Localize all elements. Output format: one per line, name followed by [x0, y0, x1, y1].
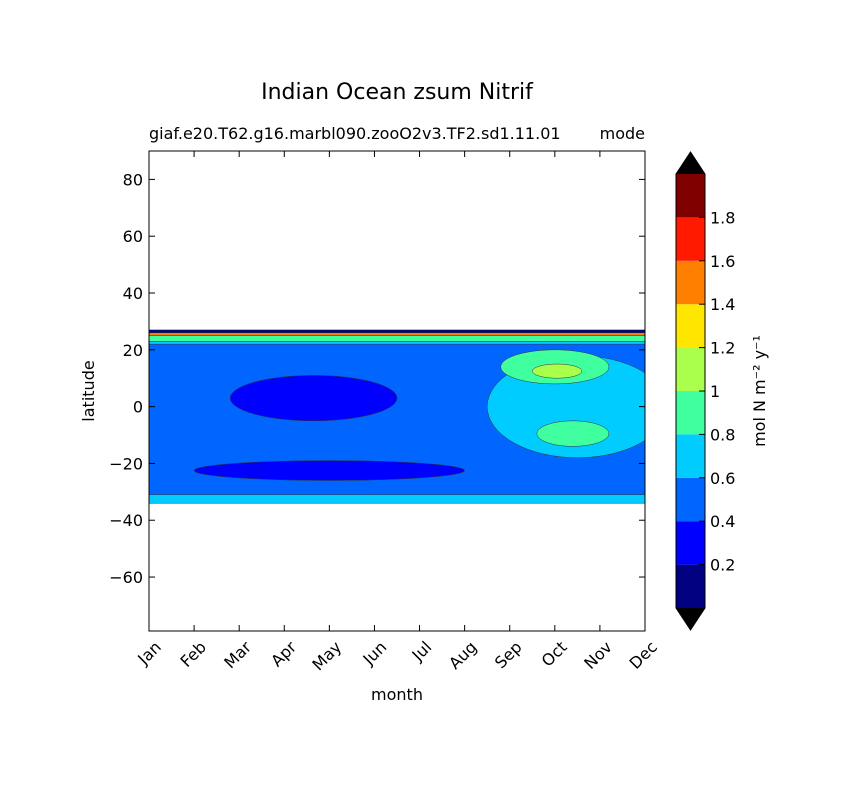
y-axis-label: latitude	[79, 360, 98, 421]
colorbar-tick-label: 1.6	[710, 252, 735, 271]
colorbar-swatch	[676, 217, 705, 261]
heatmap-band-2	[149, 332, 645, 336]
y-tick-label: 20	[123, 341, 143, 360]
plot-area	[149, 329, 645, 504]
colorbar-tick-label: 1.4	[710, 295, 735, 314]
colorbar-swatch	[676, 564, 705, 608]
y-tick-label: 40	[123, 284, 143, 303]
x-axis-label: month	[371, 685, 423, 704]
colorbar-tick-label: 0.6	[710, 469, 735, 488]
y-tick-label: −40	[109, 511, 143, 530]
heatmap-region-5	[532, 363, 583, 379]
colorbar-label: mol N m⁻² y⁻¹	[750, 335, 769, 447]
colorbar-swatch	[676, 477, 705, 522]
colorbar-swatch	[676, 434, 705, 478]
x-tick-label: Sep	[491, 637, 526, 672]
colorbar-swatch	[676, 174, 705, 218]
x-tick-label: Feb	[177, 637, 210, 670]
colorbar-tick-label: 1.8	[710, 208, 735, 227]
y-tick-label: −20	[109, 454, 143, 473]
chart-title: Indian Ocean zsum Nitrif	[261, 80, 534, 105]
heatmap-band-3	[149, 329, 645, 334]
x-tick-label: Mar	[220, 637, 255, 672]
x-tick-label: May	[308, 637, 345, 674]
y-tick-label: 60	[123, 227, 143, 246]
colorbar-swatch	[676, 304, 705, 348]
y-tick-label: 80	[123, 170, 143, 189]
colorbar: 0.2 0.4 0.6 0.8 1 1.2 1.4 1.6 1.8	[675, 151, 735, 631]
colorbar-tick-label: 0.8	[710, 425, 735, 444]
colorbar-frame	[675, 151, 706, 631]
y-tick-label: −60	[109, 568, 143, 587]
colorbar-swatch	[676, 260, 705, 305]
colorbar-tick-label: 1	[710, 382, 720, 401]
y-axis: 80 60 40 20 0 −20 −40 −60	[109, 170, 645, 587]
heatmap-region-3	[536, 420, 610, 447]
plot-frame	[148, 150, 646, 632]
x-tick-label: Dec	[626, 637, 661, 672]
x-tick-label: Jun	[359, 637, 391, 669]
colorbar-extend-min	[676, 608, 705, 630]
chart-subtitle-right: mode	[600, 124, 645, 143]
colorbar-tick-label: 0.4	[710, 512, 735, 531]
colorbar-swatch	[676, 391, 705, 435]
colorbar-swatch	[676, 521, 705, 565]
x-tick-label: Jul	[408, 637, 436, 665]
colorbar-extend-max	[676, 152, 705, 174]
x-tick-label: Oct	[538, 637, 571, 670]
colorbar-tick-label: 0.2	[710, 556, 735, 575]
heatmap-region-0	[229, 375, 398, 422]
heatmap-south-band-0	[149, 494, 645, 504]
heatmap-region-1	[193, 460, 465, 481]
colorbar-tick-label: 1.2	[710, 339, 735, 358]
heatmap-band-1	[149, 335, 645, 342]
colorbar-swatch	[676, 347, 705, 391]
x-tick-label: Jan	[133, 637, 165, 669]
x-tick-label: Nov	[580, 637, 616, 673]
chart-subtitle-left: giaf.e20.T62.g16.marbl090.zooO2v3.TF2.sd…	[149, 124, 561, 143]
x-tick-label: Aug	[445, 637, 481, 673]
y-tick-label: 0	[133, 398, 143, 417]
x-tick-label: Apr	[267, 637, 300, 670]
